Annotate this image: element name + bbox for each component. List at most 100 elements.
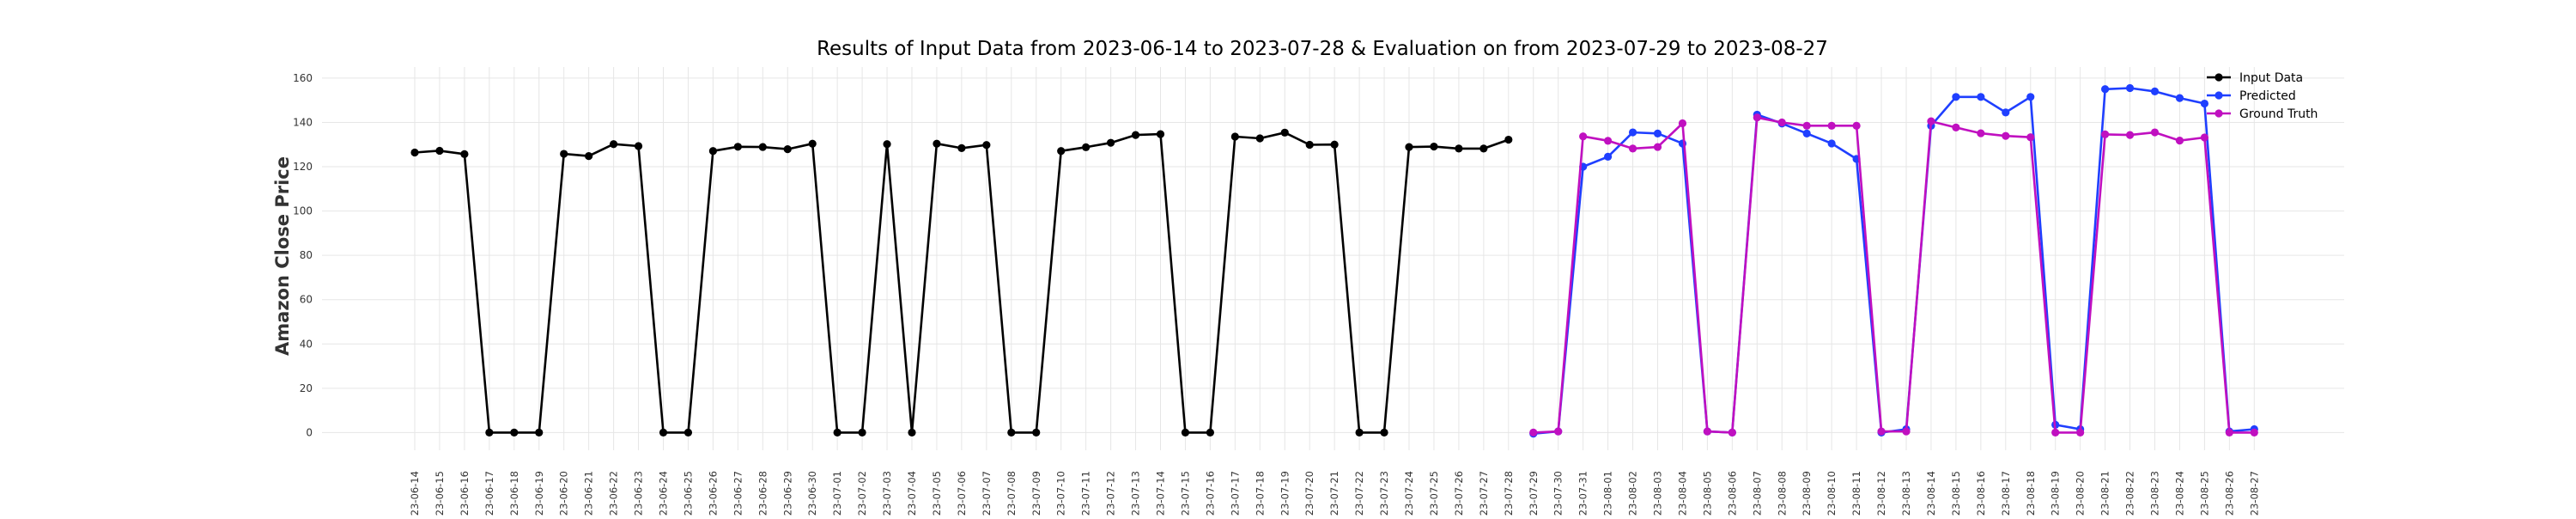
x-tick-label: -23-07-31 <box>1577 471 1589 516</box>
data-point-input-data <box>833 428 841 437</box>
x-tick-label: -23-08-01 <box>1602 471 1614 516</box>
data-point-input-data <box>1479 144 1488 153</box>
y-tick-label: 60 <box>300 294 313 306</box>
x-tick-label: -23-06-15 <box>434 471 446 516</box>
data-point-ground-truth <box>2200 133 2208 142</box>
data-point-input-data <box>435 146 444 156</box>
data-point-input-data <box>1107 138 1115 147</box>
series-line-ground-truth <box>1533 116 2255 434</box>
data-point-input-data <box>634 142 643 150</box>
data-point-input-data <box>585 152 593 161</box>
x-tick-label: -23-08-05 <box>1701 471 1713 516</box>
data-point-input-data <box>1156 130 1165 138</box>
series-predicted <box>1529 83 2258 438</box>
x-tick-label: -23-07-10 <box>1055 471 1067 516</box>
data-point-predicted <box>1977 93 1985 101</box>
data-point-predicted <box>1628 128 1637 137</box>
x-tick-label: -23-08-08 <box>1776 471 1788 516</box>
series-input-data <box>410 128 1513 437</box>
x-tick-label: -23-08-24 <box>2173 471 2185 516</box>
data-point-ground-truth <box>1728 428 1736 437</box>
x-tick-label: -23-07-11 <box>1080 471 1092 516</box>
x-tick-label: -23-07-26 <box>1453 471 1465 516</box>
data-point-predicted <box>2175 94 2184 102</box>
data-point-input-data <box>1430 142 1438 151</box>
data-point-predicted <box>2125 83 2135 93</box>
data-point-predicted <box>1653 129 1662 137</box>
x-tick-label: -23-06-23 <box>633 471 645 516</box>
data-point-input-data <box>683 428 693 437</box>
data-point-input-data <box>982 141 991 150</box>
y-tick-label: 0 <box>306 426 313 438</box>
x-tick-label: -23-06-30 <box>806 471 818 516</box>
data-point-input-data <box>1355 428 1364 437</box>
x-tick-label: -23-08-19 <box>2050 471 2062 516</box>
data-point-predicted <box>2026 93 2035 101</box>
data-point-ground-truth <box>1777 118 1786 127</box>
x-tick-label: -23-07-05 <box>931 471 943 516</box>
x-tick-label: -23-07-21 <box>1328 471 1340 516</box>
data-point-ground-truth <box>1529 428 1538 437</box>
data-point-input-data <box>610 140 618 149</box>
x-tick-label: -23-08-04 <box>1676 471 1688 516</box>
data-point-ground-truth <box>2175 136 2184 145</box>
data-point-input-data <box>1504 135 1513 144</box>
x-tick-label: -23-08-10 <box>1826 471 1838 516</box>
data-point-input-data <box>957 143 966 152</box>
data-point-input-data <box>858 428 866 437</box>
data-point-ground-truth <box>2002 131 2010 140</box>
legend-item-predicted: Predicted <box>2207 89 2296 103</box>
y-tick-label: 20 <box>300 382 313 394</box>
x-tick-label: -23-06-17 <box>483 471 495 516</box>
data-point-input-data <box>1455 144 1463 153</box>
x-tick-label: -23-06-25 <box>682 471 694 516</box>
data-point-input-data <box>510 428 519 437</box>
y-tick-label: 160 <box>293 72 313 84</box>
data-point-predicted <box>1802 129 1811 137</box>
data-point-input-data <box>1007 428 1016 437</box>
series-layer <box>410 83 2258 438</box>
x-tick-label: -23-08-16 <box>1975 471 1987 516</box>
chart-title: Results of Input Data from 2023-06-14 to… <box>817 38 1828 60</box>
legend-label: Input Data <box>2239 71 2303 85</box>
data-point-input-data <box>708 147 718 156</box>
x-tick-label: -23-08-22 <box>2124 471 2136 516</box>
x-tick-label: -23-07-28 <box>1503 471 1515 516</box>
data-point-input-data <box>410 148 419 157</box>
data-point-ground-truth <box>2150 128 2160 137</box>
y-tick-label: 100 <box>293 205 313 217</box>
x-tick-label: -23-07-07 <box>981 471 993 516</box>
data-point-ground-truth <box>1927 117 1935 125</box>
data-point-predicted <box>2101 85 2110 94</box>
legend-marker <box>2215 109 2223 118</box>
data-point-ground-truth <box>2250 428 2258 437</box>
data-point-input-data <box>560 150 568 158</box>
x-tick-label: -23-07-15 <box>1179 471 1191 516</box>
x-tick-label: -23-06-18 <box>508 471 520 516</box>
data-point-input-data <box>758 143 767 151</box>
data-point-input-data <box>535 428 544 437</box>
data-point-input-data <box>1380 428 1388 437</box>
data-point-ground-truth <box>1554 427 1563 436</box>
legend-item-ground-truth: Ground Truth <box>2207 107 2318 121</box>
x-tick-label: -23-08-20 <box>2075 471 2087 516</box>
y-tick-label: 40 <box>300 338 313 350</box>
data-point-ground-truth <box>1703 427 1711 436</box>
data-point-input-data <box>1082 143 1091 151</box>
x-tick-label: -23-07-24 <box>1403 471 1415 516</box>
data-point-ground-truth <box>1604 137 1613 145</box>
data-point-input-data <box>1206 428 1214 437</box>
x-tick-label: -23-08-11 <box>1850 471 1862 516</box>
data-point-input-data <box>1405 143 1413 151</box>
x-tick-label: -23-08-15 <box>1950 471 1962 516</box>
data-point-input-data <box>1181 428 1190 437</box>
legend: Input Data Predicted Ground Truth <box>2207 71 2318 121</box>
x-tick-label: -23-07-23 <box>1378 471 1390 516</box>
x-axis-ticks: -23-06-14 -23-06-15 -23-06-16 -23-06-17 -23-… <box>409 471 2260 519</box>
data-point-predicted <box>2150 87 2160 95</box>
data-point-ground-truth <box>1902 427 1911 436</box>
x-tick-label: -23-08-06 <box>1726 471 1738 516</box>
data-point-ground-truth <box>1678 119 1687 128</box>
legend-item-input-data: Input Data <box>2207 71 2303 85</box>
